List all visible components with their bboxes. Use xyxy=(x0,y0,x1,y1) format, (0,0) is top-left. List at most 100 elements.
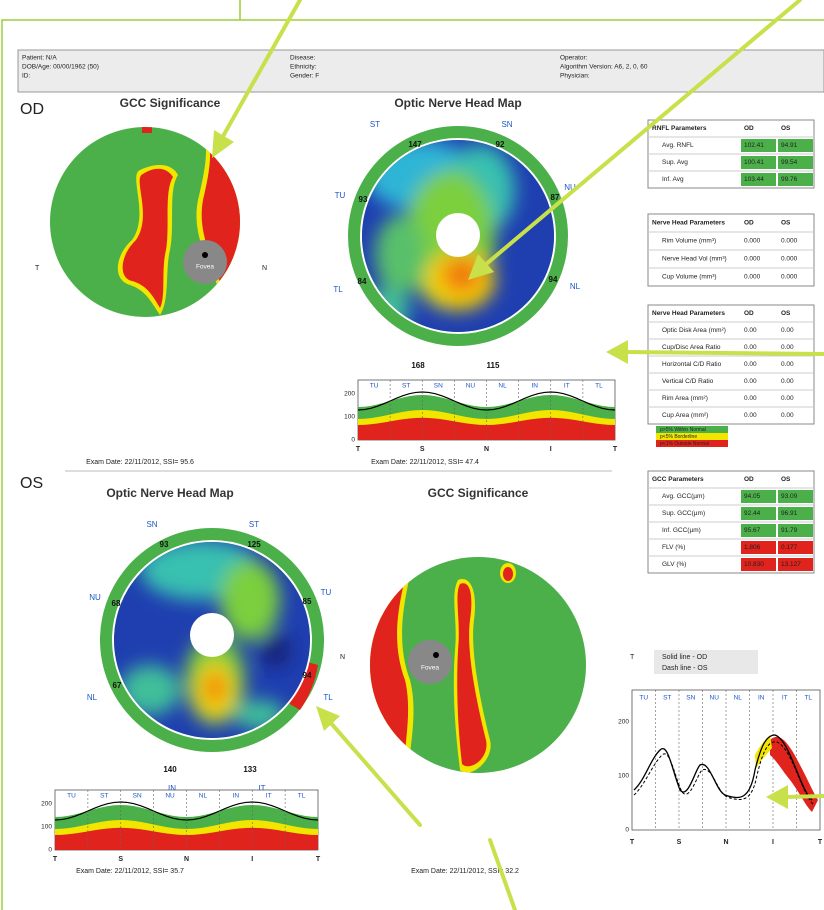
sector-label: NU xyxy=(165,793,175,800)
table-cell xyxy=(778,558,813,571)
sector-value: 140 xyxy=(163,765,177,774)
x-tick-label: T xyxy=(613,446,618,453)
legend-swatch xyxy=(656,440,728,447)
legend-label: p>5% Within Normal xyxy=(660,427,706,433)
y-tick-label: 100 xyxy=(41,824,52,831)
table-cell-text: 99.76 xyxy=(781,176,798,183)
compare-legend: Dash line - OS xyxy=(662,665,708,672)
sector-value: 168 xyxy=(411,361,425,370)
direction-label: N xyxy=(340,654,345,661)
table-cell-text: 0.177 xyxy=(781,544,798,551)
table-cell-text: 0.00 xyxy=(744,327,757,334)
compare-band xyxy=(770,736,818,812)
exam-date: Exam Date: 22/11/2012, SSI= 95.6 xyxy=(86,459,194,466)
table-cell-text: Nerve Head Parameters xyxy=(652,310,725,317)
y-tick-label: 200 xyxy=(41,801,52,808)
table-cell-text: 0.000 xyxy=(781,274,798,281)
sector-value: 94 xyxy=(549,275,558,284)
sector-label: ST xyxy=(100,793,108,800)
title: GCC Significance xyxy=(120,96,221,110)
header-field: Ethnicity: xyxy=(290,64,317,71)
sector-value: 68 xyxy=(112,599,121,608)
table-cell-text: 13.127 xyxy=(781,561,801,568)
table-cell xyxy=(741,558,776,571)
y-tick-label: 0 xyxy=(351,437,355,444)
x-tick-label: T xyxy=(630,839,635,846)
table-cell-text: 0.000 xyxy=(781,238,798,245)
table-cell-text: Inf. Avg xyxy=(662,176,684,183)
table-cell-text: 103.44 xyxy=(744,176,764,183)
table-cell-text: 0.000 xyxy=(744,256,761,263)
table-cell-text: 100.41 xyxy=(744,159,764,166)
sector-label: SN xyxy=(133,793,142,800)
sector-label: NL xyxy=(87,693,98,702)
y-tick-label: 200 xyxy=(618,719,629,726)
table-cell xyxy=(778,490,813,503)
table-cell xyxy=(741,139,776,152)
table-cell-text: 0.00 xyxy=(744,361,757,368)
sector-label: TL xyxy=(595,383,603,390)
table-cell-text: 10.830 xyxy=(744,561,764,568)
table-cell-text: Optic Disk Area (mm²) xyxy=(662,327,726,334)
sector-value: 93 xyxy=(160,540,169,549)
exam-date: Exam Date: 22/11/2012, SSI= 32.2 xyxy=(411,868,519,875)
table-cell-text: Horizontal C/D Ratio xyxy=(662,361,722,368)
table-cell-text: OS xyxy=(781,125,791,132)
x-tick-label: T xyxy=(818,839,823,846)
table-cell-text: 0.00 xyxy=(781,378,794,385)
table-cell-text: Avg. GCC(µm) xyxy=(662,493,705,500)
sector-label: NU xyxy=(564,183,576,192)
direction-label: T xyxy=(35,265,40,272)
eye-label: OD xyxy=(20,101,44,118)
title: GCC Significance xyxy=(428,486,529,500)
legend-label: p<1% Outside Normal xyxy=(660,441,709,447)
sector-value: 84 xyxy=(358,277,367,286)
sector-label: IN xyxy=(168,784,176,793)
table-cell-text: 0.00 xyxy=(781,361,794,368)
sector-label: ST xyxy=(402,383,410,390)
table-cell-text: GLV (%) xyxy=(662,561,686,568)
table-cell-text: OD xyxy=(744,220,754,227)
y-tick-label: 100 xyxy=(344,414,355,421)
table-cell xyxy=(778,156,813,169)
sector-label: IT xyxy=(266,793,272,800)
sector-label: SN xyxy=(146,520,157,529)
sector-value: 133 xyxy=(243,765,257,774)
sector-value: 85 xyxy=(303,597,312,606)
table-cell-text: 1.806 xyxy=(744,544,761,551)
sector-label: TU xyxy=(335,191,346,200)
onh-map xyxy=(100,528,324,752)
sector-label: NU xyxy=(710,695,720,702)
table-cell-text: 0.00 xyxy=(744,395,757,402)
sector-label: TL xyxy=(323,693,333,702)
header-field: Algorithm Version: A6, 2, 0, 60 xyxy=(560,64,648,71)
table-cell-text: 94.91 xyxy=(781,142,798,149)
sector-label: IN xyxy=(233,793,240,800)
y-tick-label: 0 xyxy=(48,847,52,854)
sector-label: IT xyxy=(564,383,570,390)
compare-legend-box xyxy=(654,650,758,674)
table-cell-text: 0.000 xyxy=(744,238,761,245)
table-cell xyxy=(778,173,813,186)
table-cell-text: GCC Parameters xyxy=(652,476,704,483)
eye-label: OS xyxy=(20,475,43,492)
x-tick-label: S xyxy=(677,839,682,846)
table-cell-text: 0.00 xyxy=(781,412,794,419)
table-cell-text: Vertical C/D Ratio xyxy=(662,378,714,385)
sector-label: SN xyxy=(686,695,695,702)
table-cell-text: 92.44 xyxy=(744,510,761,517)
table-cell-text: OS xyxy=(781,476,791,483)
table-cell-text: FLV (%) xyxy=(662,544,685,551)
sector-label: TL xyxy=(804,695,812,702)
onh-map xyxy=(348,126,568,346)
table-cell-text: 102.41 xyxy=(744,142,764,149)
table-cell xyxy=(778,541,813,554)
header-field: Operator: xyxy=(560,55,588,62)
table-cell xyxy=(741,173,776,186)
x-tick-label: S xyxy=(420,446,425,453)
table-cell-text: 0.00 xyxy=(781,344,794,351)
annotation-arrows xyxy=(212,0,824,910)
table-cell-text: 91.79 xyxy=(781,527,798,534)
